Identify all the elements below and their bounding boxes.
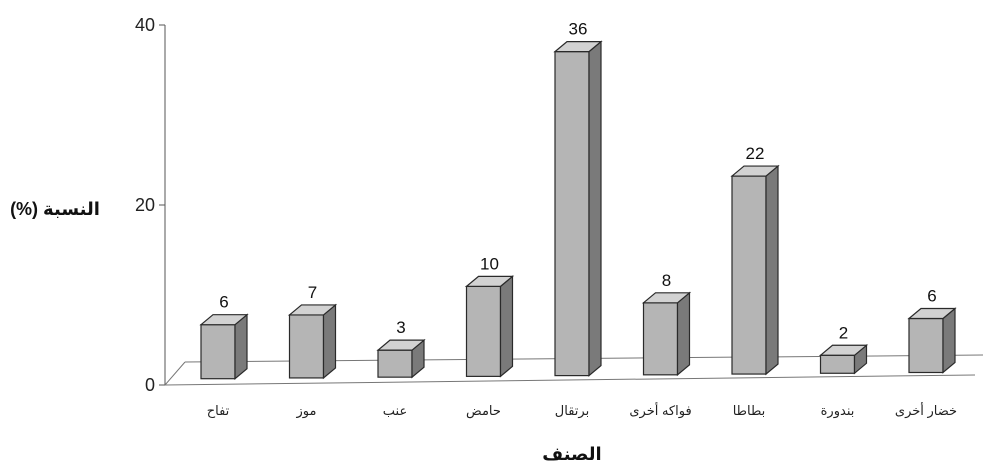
y-axis-title: النسبة (%) <box>10 199 100 219</box>
bar <box>553 40 603 377</box>
data-label: 22 <box>746 144 765 163</box>
bar-side-face <box>322 303 337 380</box>
bar-top-face <box>818 344 869 356</box>
category-label: حامض <box>466 403 501 419</box>
bar <box>376 338 426 379</box>
bar-side-face <box>942 307 956 374</box>
bar-front-face <box>377 349 413 378</box>
bar-side-face <box>499 275 514 378</box>
bar-top-face <box>464 275 515 287</box>
category-label: بندورة <box>821 403 855 419</box>
y-tick-label: 20 <box>135 195 155 215</box>
y-tick-label: 0 <box>145 375 155 395</box>
bar <box>464 275 515 378</box>
data-label: 7 <box>308 283 317 302</box>
data-label: 6 <box>219 293 228 312</box>
bar-top-face <box>553 41 603 53</box>
bar-front-face <box>554 51 590 377</box>
data-label: 8 <box>662 271 671 290</box>
data-label: 36 <box>569 20 588 39</box>
bar-side-face <box>234 313 248 380</box>
category-label: خضار أخرى <box>895 402 957 419</box>
bar <box>287 303 338 380</box>
bar-front-face <box>200 324 236 380</box>
bar-side-face <box>588 40 602 377</box>
bar <box>641 291 692 377</box>
bar <box>199 313 249 380</box>
bar <box>907 307 957 374</box>
data-label: 6 <box>927 287 936 306</box>
floor-depth-line <box>164 361 186 386</box>
bar-front-face <box>465 285 502 377</box>
category-label: بطاطا <box>733 403 766 418</box>
bars <box>199 40 957 380</box>
bar-top-face <box>641 292 692 304</box>
data-label: 2 <box>839 323 848 342</box>
bar-front-face <box>288 314 325 379</box>
bar-top-face <box>730 165 780 177</box>
bar <box>818 343 869 375</box>
bar-front-face <box>819 354 856 374</box>
bar-top-face <box>376 339 426 351</box>
bar-front-face <box>908 317 944 374</box>
category-label: موز <box>296 403 317 419</box>
bar-front-face <box>731 175 767 375</box>
category-label: فواكه أخرى <box>629 402 691 419</box>
category-label: برتقال <box>555 403 589 419</box>
bar-top-face <box>907 307 957 320</box>
bar <box>730 164 780 376</box>
bar-side-face <box>676 291 691 377</box>
bar-top-face <box>199 314 249 326</box>
data-label: 3 <box>396 318 405 337</box>
data-label: 10 <box>480 254 499 273</box>
x-axis-title: الصنف <box>542 444 601 463</box>
category-label: عنب <box>383 403 407 418</box>
category-label: تفاح <box>207 403 230 419</box>
bar-front-face <box>642 302 679 376</box>
y-tick-labels: 0 20 40 <box>135 15 165 395</box>
y-tick-label: 40 <box>135 15 155 35</box>
bar-top-face <box>287 304 338 316</box>
x-axis-line <box>164 374 976 386</box>
category-labels: تفاح موز عنب حامض برتقال فواكه أخرى بطاطا بندور… <box>207 402 957 419</box>
bar-side-face <box>765 164 779 376</box>
